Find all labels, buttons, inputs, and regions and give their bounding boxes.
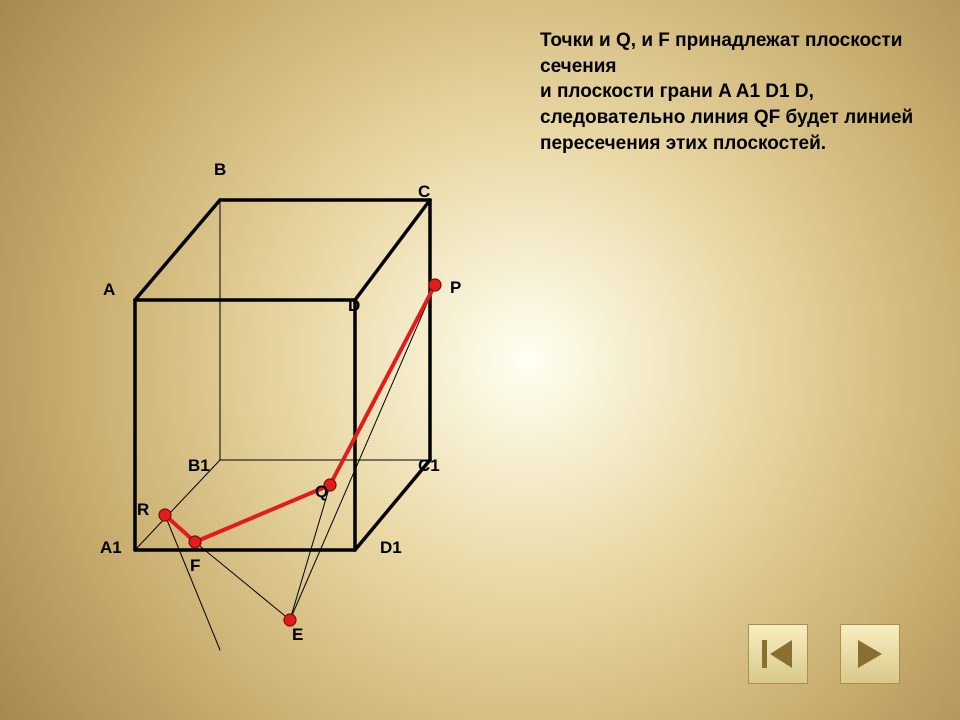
nav-buttons [748,624,900,684]
label-E: E [292,625,303,645]
prev-button[interactable] [748,624,808,684]
explanation-text: Точки и Q, и F принадлежат плоскости сеч… [540,28,940,156]
cube-svg [90,150,510,690]
label-B: B [214,160,226,180]
next-button[interactable] [840,624,900,684]
label-D1: D1 [380,538,402,558]
label-P: P [450,278,461,298]
label-Q: Q [315,482,328,502]
label-F: F [190,556,200,576]
label-B1: B1 [188,456,210,476]
text-line-1: Точки и Q, и F принадлежат плоскости сеч… [540,28,940,79]
label-A1: A1 [100,538,122,558]
label-R: R [137,500,149,520]
text-line-2: и плоскости грани A A1 D1 D, следователь… [540,79,940,156]
cube-diagram [90,150,510,690]
label-C: C [418,182,430,202]
next-icon [850,634,890,674]
label-C1: C1 [418,456,440,476]
label-A: A [103,280,115,300]
label-D: D [348,296,360,316]
prev-icon [758,634,798,674]
